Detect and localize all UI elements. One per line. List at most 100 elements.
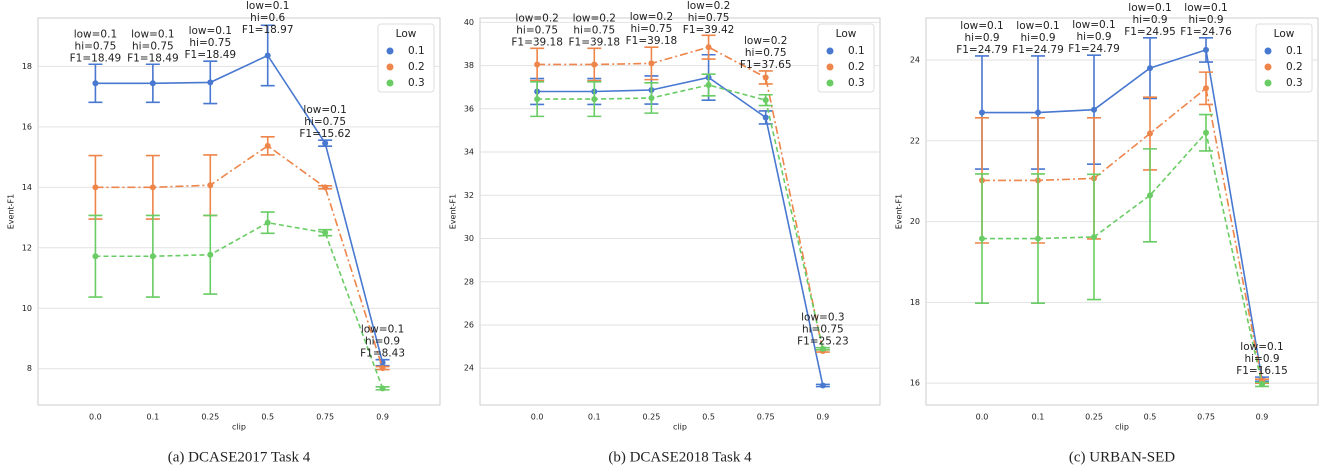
point-marker: [762, 114, 769, 121]
annotation: low=0.2: [573, 12, 616, 24]
x-tick-label: 0.5: [702, 413, 715, 422]
x-tick-label: 0.0: [531, 413, 544, 422]
annotation: hi=0.9: [1020, 32, 1055, 44]
legend-marker: [826, 79, 834, 87]
annotation: F1=18.97: [242, 24, 294, 36]
annotation: low=0.2: [630, 11, 673, 23]
x-tick-label: 0.9: [1256, 413, 1269, 422]
annotation: F1=39.18: [568, 36, 620, 48]
point-marker: [264, 219, 271, 226]
y-tick-label: 16: [910, 379, 920, 388]
y-tick-label: 38: [464, 61, 474, 70]
annotation: F1=24.79: [1068, 43, 1120, 55]
series-line: [537, 84, 824, 349]
annotation: F1=16.15: [1236, 365, 1288, 377]
annotation: F1=39.18: [511, 36, 563, 48]
point-marker: [379, 365, 386, 372]
x-tick-label: 0.9: [376, 413, 389, 422]
x-axis-label: clip: [673, 423, 687, 432]
legend-title: Low: [1274, 28, 1295, 40]
point-marker: [1091, 106, 1097, 113]
y-tick-label: 16: [22, 122, 32, 131]
point-marker: [762, 97, 769, 104]
y-tick-label: 32: [464, 191, 474, 200]
point-marker: [149, 80, 156, 87]
annotation: F1=8.43: [360, 348, 405, 360]
annotation: hi=0.9: [1244, 353, 1279, 365]
annotation: F1=39.42: [683, 24, 735, 36]
y-tick-label: 12: [22, 243, 32, 252]
legend-label: 0.1: [408, 45, 425, 57]
point-marker: [379, 385, 386, 392]
y-tick-label: 30: [464, 234, 474, 243]
annotation: low=0.2: [744, 35, 787, 47]
series-line: [982, 86, 1263, 382]
x-tick-label: 0.0: [89, 413, 102, 422]
series-line: [982, 48, 1263, 380]
point-marker: [207, 182, 214, 189]
annotation: low=0.1: [131, 28, 174, 40]
annotation: hi=0.9: [1132, 14, 1167, 26]
series-line: [95, 221, 384, 389]
x-tick-label: 0.9: [816, 413, 829, 422]
annotation: hi=0.9: [1076, 31, 1111, 43]
y-tick-label: 22: [910, 136, 920, 145]
y-tick-label: 20: [910, 217, 920, 226]
series-line: [982, 131, 1263, 385]
plot-area: [925, 17, 1319, 406]
legend-marker: [386, 47, 394, 55]
annotation: low=0.2: [515, 12, 558, 24]
annotation: low=0.1: [1128, 2, 1171, 14]
legend-title: Low: [836, 28, 857, 40]
annotation: hi=0.6: [250, 12, 285, 24]
legend-label: 0.1: [848, 45, 865, 57]
point-marker: [979, 235, 985, 242]
point-marker: [591, 61, 598, 68]
x-tick-label: 0.5: [261, 413, 274, 422]
point-marker: [149, 253, 156, 260]
x-tick-label: 0.1: [1032, 413, 1045, 422]
y-tick-label: 14: [22, 183, 32, 192]
annotation: F1=24.79: [956, 44, 1008, 56]
annotation: hi=0.75: [631, 23, 673, 35]
annotation: hi=0.9: [1188, 14, 1223, 26]
annotation: hi=0.75: [516, 24, 558, 36]
legend-label: 0.3: [408, 77, 425, 89]
point-marker: [819, 345, 826, 352]
y-tick-label: 36: [464, 104, 474, 113]
caption: (b) DCASE2018 Task 4: [608, 449, 752, 465]
point-marker: [207, 251, 214, 258]
annotation: F1=18.49: [127, 52, 179, 64]
y-tick-label: 40: [464, 18, 474, 27]
point-marker: [322, 140, 329, 147]
plot-area: [37, 17, 441, 406]
y-tick-label: 28: [464, 277, 474, 286]
point-marker: [979, 109, 985, 116]
annotation: F1=39.18: [626, 35, 678, 47]
annotation: hi=0.75: [802, 324, 844, 336]
annotation: F1=24.95: [1124, 26, 1176, 38]
annotation: low=0.1: [1184, 2, 1227, 14]
x-axis-label: clip: [1115, 423, 1129, 432]
point-marker: [705, 82, 712, 89]
annotation: low=0.1: [74, 28, 117, 40]
point-marker: [1259, 381, 1265, 388]
y-tick-label: 18: [910, 298, 920, 307]
annotation: F1=25.23: [797, 336, 849, 348]
point-marker: [264, 52, 271, 59]
annotation: F1=37.65: [740, 59, 792, 71]
legend-label: 0.2: [408, 61, 425, 73]
y-tick-label: 24: [464, 364, 474, 373]
x-tick-label: 0.25: [1085, 413, 1103, 422]
annotation: hi=0.9: [964, 32, 999, 44]
x-tick-label: 0.75: [316, 413, 334, 422]
y-axis-label: Event-F1: [7, 194, 16, 230]
y-tick-label: 24: [910, 56, 920, 65]
annotation: low=0.1: [246, 0, 289, 12]
annotation: F1=24.76: [1180, 26, 1232, 38]
point-marker: [1203, 46, 1209, 53]
x-tick-label: 0.25: [643, 413, 661, 422]
annotation: hi=0.75: [745, 47, 787, 59]
legend-label: 0.3: [1286, 77, 1303, 89]
point-marker: [207, 79, 214, 86]
